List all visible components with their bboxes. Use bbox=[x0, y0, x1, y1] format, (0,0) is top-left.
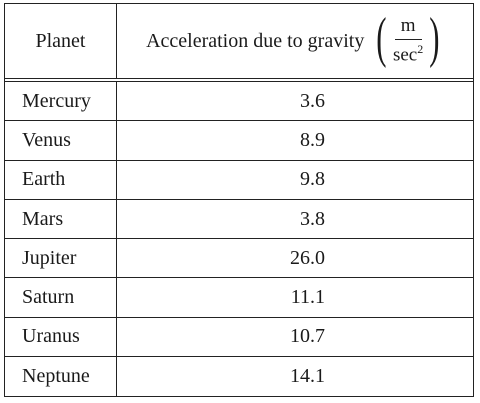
gravity-table: Planet Acceleration due to gravity ( m s… bbox=[4, 3, 474, 398]
table-row: Earth 9.8 bbox=[5, 160, 473, 200]
planet-cell: Mars bbox=[5, 199, 117, 239]
value-cell: 8.9 bbox=[117, 121, 473, 159]
value-cell: 3.6 bbox=[117, 82, 473, 120]
table-row: Jupiter 26.0 bbox=[5, 239, 473, 279]
planet-cell: Jupiter bbox=[5, 239, 117, 278]
value-text: 10.7 bbox=[290, 325, 325, 348]
header-divider bbox=[5, 78, 473, 82]
planet-cell: Earth bbox=[5, 160, 117, 199]
value-cell: 9.8 bbox=[117, 161, 473, 199]
value-text: 14.1 bbox=[290, 365, 325, 388]
value-text: 3.6 bbox=[300, 89, 325, 112]
table-row: Saturn 11.1 bbox=[5, 278, 473, 318]
planet-cell: Uranus bbox=[5, 317, 117, 357]
value-cell: 3.8 bbox=[117, 200, 473, 238]
header-acceleration: Acceleration due to gravity ( m sec2 ) bbox=[117, 4, 473, 78]
table-row: Venus 8.9 bbox=[5, 121, 473, 161]
value-text: 26.0 bbox=[290, 246, 325, 269]
unit-denominator: sec2 bbox=[393, 40, 423, 66]
table-row: Neptune 14.1 bbox=[5, 357, 473, 397]
value-cell: 14.1 bbox=[117, 357, 473, 396]
value-text: 11.1 bbox=[290, 286, 325, 309]
unit-fraction: m sec2 bbox=[393, 15, 423, 66]
value-cell: 11.1 bbox=[117, 278, 473, 316]
table-row: Mercury 3.6 bbox=[5, 82, 473, 122]
table-header-row: Planet Acceleration due to gravity ( m s… bbox=[5, 4, 473, 78]
unit-denominator-text: sec bbox=[392, 44, 418, 66]
header-acceleration-label: Acceleration due to gravity bbox=[146, 29, 365, 52]
planet-cell: Neptune bbox=[5, 357, 117, 397]
value-cell: 10.7 bbox=[117, 318, 473, 356]
unit-numerator: m bbox=[394, 15, 422, 41]
table-row: Mars 3.8 bbox=[5, 199, 473, 240]
left-paren: ( bbox=[376, 7, 387, 69]
value-text: 8.9 bbox=[300, 128, 325, 151]
table-row: Uranus 10.7 bbox=[5, 317, 473, 358]
planet-cell: Mercury bbox=[5, 82, 117, 121]
header-planet-label: Planet bbox=[35, 29, 86, 52]
header-planet: Planet bbox=[5, 4, 117, 78]
right-paren: ) bbox=[429, 7, 440, 69]
value-text: 3.8 bbox=[300, 207, 325, 230]
unit-exponent: 2 bbox=[417, 42, 424, 57]
value-text: 9.8 bbox=[300, 168, 325, 191]
planet-cell: Saturn bbox=[5, 278, 117, 317]
planet-cell: Venus bbox=[5, 121, 117, 160]
value-cell: 26.0 bbox=[117, 239, 473, 277]
